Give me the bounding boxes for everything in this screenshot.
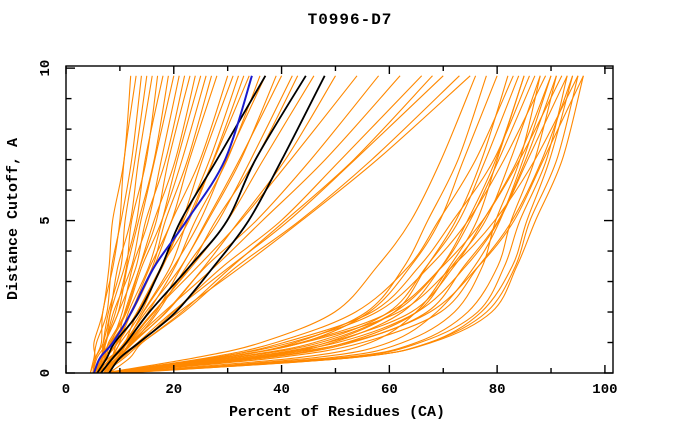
chart-title: T0996-D7 xyxy=(308,11,393,29)
y-tick-label: 0 xyxy=(38,369,54,377)
orange-curve xyxy=(103,75,557,374)
orange-curve xyxy=(92,75,315,374)
orange-curve xyxy=(109,75,487,374)
orange-curve xyxy=(109,75,584,374)
orange-curve xyxy=(89,75,142,374)
orange-curve xyxy=(97,75,358,374)
x-tick-label: 80 xyxy=(489,382,506,398)
orange-curve xyxy=(103,75,536,374)
orange-curve xyxy=(119,75,552,374)
orange-curve xyxy=(97,75,266,374)
plot-frame xyxy=(65,65,614,374)
x-axis-label: Percent of Residues (CA) xyxy=(229,404,445,421)
orange-curve xyxy=(109,75,574,374)
orange-curve xyxy=(92,75,164,374)
black-curve xyxy=(100,75,307,374)
y-tick-label: 5 xyxy=(38,216,54,224)
y-tick-label: 10 xyxy=(38,60,54,77)
black-curve xyxy=(96,75,267,374)
x-tick-label: 100 xyxy=(592,382,617,398)
x-tick-label: 60 xyxy=(381,382,398,398)
orange-curve xyxy=(103,75,460,374)
y-axis-label: Distance Cutoff, A xyxy=(5,138,22,300)
orange-curve xyxy=(114,75,584,374)
orange-curve xyxy=(92,75,250,374)
orange-curve xyxy=(103,75,525,374)
orange-curve xyxy=(103,75,579,374)
x-tick-label: 0 xyxy=(62,382,70,398)
orange-curve xyxy=(92,75,153,374)
orange-curve xyxy=(105,75,277,374)
orange-curve xyxy=(109,75,509,374)
orange-curve xyxy=(108,75,433,374)
orange-curve xyxy=(103,75,547,374)
x-tick-label: 20 xyxy=(165,382,182,398)
orange-curve xyxy=(114,75,541,374)
x-tick-label: 40 xyxy=(273,382,290,398)
orange-curve xyxy=(92,75,186,374)
orange-curve xyxy=(103,75,477,374)
orange-curve xyxy=(103,75,568,374)
orange-curve xyxy=(98,75,471,374)
blue-curve xyxy=(93,75,253,374)
axes-layer: 0 20 40 60 80 100 0 5 10 xyxy=(38,60,618,398)
orange-curve xyxy=(103,75,514,374)
black-curve xyxy=(108,75,326,374)
curve-layer xyxy=(89,75,584,374)
